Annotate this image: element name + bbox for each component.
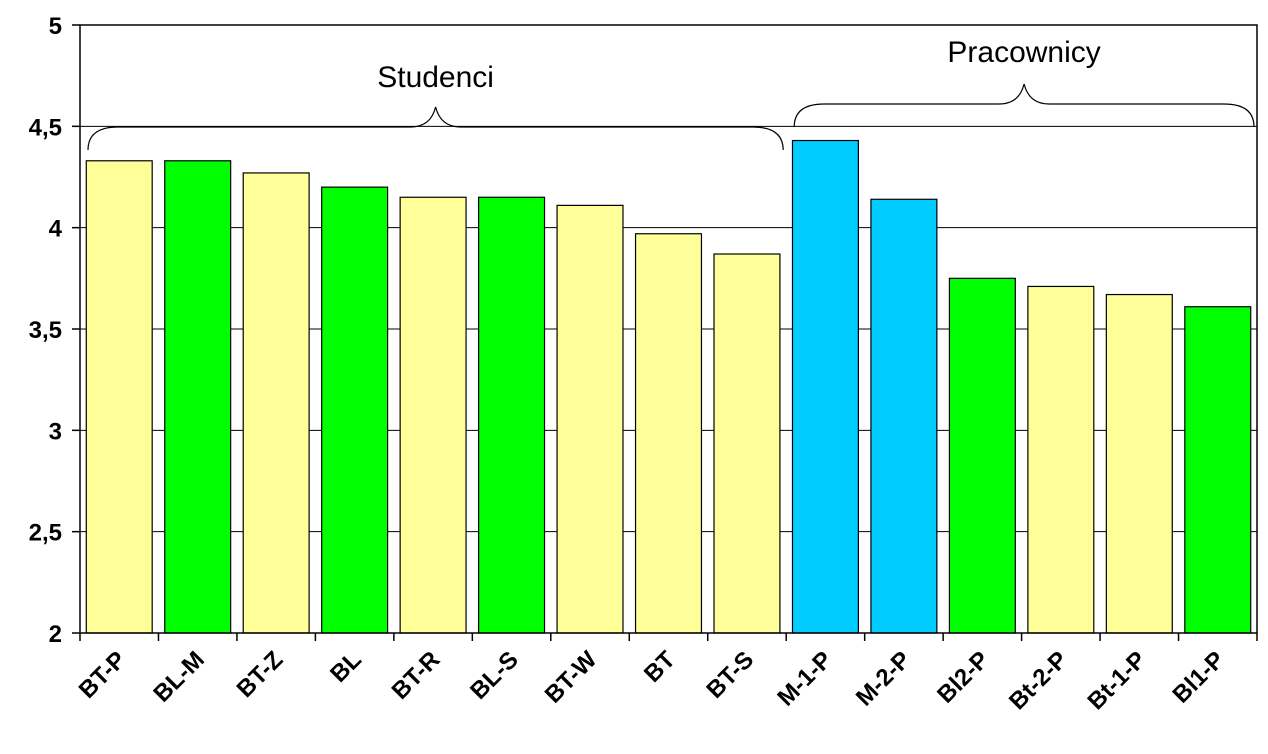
- x-tick-label: BL-M: [148, 646, 210, 708]
- bar: [556, 204, 624, 634]
- y-tick-label: 3: [49, 418, 62, 445]
- bar: [791, 139, 859, 634]
- bar: [399, 196, 467, 634]
- x-tick-label: Bl2-P: [932, 646, 994, 708]
- y-tick-label: 2: [49, 621, 62, 648]
- x-tick-label: BL-S: [465, 646, 524, 705]
- bar: [242, 172, 310, 634]
- bar: [634, 233, 703, 634]
- group-brace: [87, 106, 784, 151]
- group-label: Pracownicy: [947, 36, 1100, 69]
- group-brace: [793, 83, 1255, 128]
- bar: [1105, 293, 1173, 634]
- x-tick-label: Bt-2-P: [1004, 646, 1073, 715]
- bars: [85, 139, 1252, 634]
- group-label: Studenci: [377, 61, 494, 94]
- bar: [870, 198, 938, 634]
- bar: [948, 277, 1016, 634]
- y-axis-ticks: 2 2,5 3 3,5 4 4,5 5: [29, 13, 80, 648]
- x-tick-label: BT: [639, 646, 681, 688]
- x-tick-label: BT-S: [701, 646, 759, 704]
- bar: [713, 253, 781, 634]
- bar: [1184, 306, 1252, 634]
- y-tick-label: 2,5: [29, 520, 62, 547]
- x-tick-label: M-1-P: [772, 646, 837, 711]
- group-annotations: Studenci Pracownicy: [87, 36, 1255, 151]
- bar: [1027, 285, 1095, 634]
- bar: [321, 186, 389, 634]
- x-tick-label: BT-R: [387, 646, 446, 705]
- y-tick-label: 4: [49, 216, 63, 243]
- x-tick-label: BT-W: [540, 646, 603, 709]
- bar: [85, 160, 153, 634]
- y-tick-label: 3,5: [29, 317, 62, 344]
- y-tick-label: 5: [49, 13, 62, 40]
- x-tick-label: Bl1-P: [1168, 646, 1230, 708]
- x-tick-label: M-2-P: [851, 646, 916, 711]
- bar: [164, 160, 232, 634]
- y-tick-label: 4,5: [29, 114, 62, 141]
- bar: [478, 196, 546, 634]
- x-tick-label: BT-P: [74, 646, 132, 704]
- x-tick-label: BT-Z: [232, 646, 289, 703]
- x-axis-ticks: BT-P BL-M BT-Z BL BT-R BL-S BT-W BT BT-S M-1-P M-2…: [74, 633, 1258, 715]
- x-tick-label: BL: [325, 646, 367, 688]
- x-tick-label: Bt-1-P: [1082, 646, 1151, 715]
